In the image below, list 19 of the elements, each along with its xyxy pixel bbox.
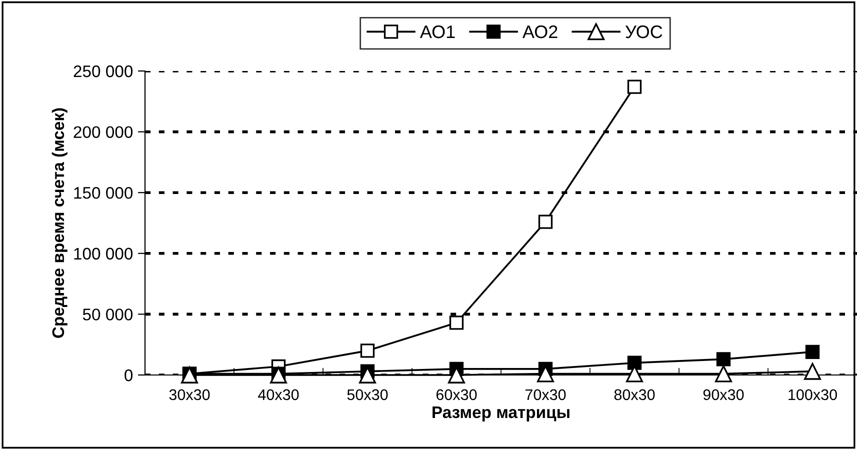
y-tick-label: 200 000 [74,126,133,138]
x-tick-label: 60x30 [436,389,477,400]
x-tick-label: 90x30 [703,389,744,400]
y-tick-label: 150 000 [74,187,133,199]
x-tick-label: 100x30 [788,389,837,400]
y-axis-title: Среднее время счета (мсек) [52,108,68,338]
legend-label: АО1 [420,25,455,38]
y-tick-label: 50 000 [82,308,133,320]
y-tick-label: 0 [124,369,133,382]
legend-label: АО2 [522,25,558,38]
x-tick-label: 70x30 [525,389,566,400]
x-axis-title: Размер матрицы [432,406,570,422]
x-tick-label: 80x30 [614,389,655,400]
y-tick-label: 250 000 [74,65,133,78]
x-tick-label: 30x30 [169,389,210,400]
y-tick-label: 100 000 [74,248,133,260]
x-tick-label: 50x30 [347,389,388,400]
legend-label: УОС [625,25,662,38]
x-tick-label: 40x30 [258,389,299,400]
